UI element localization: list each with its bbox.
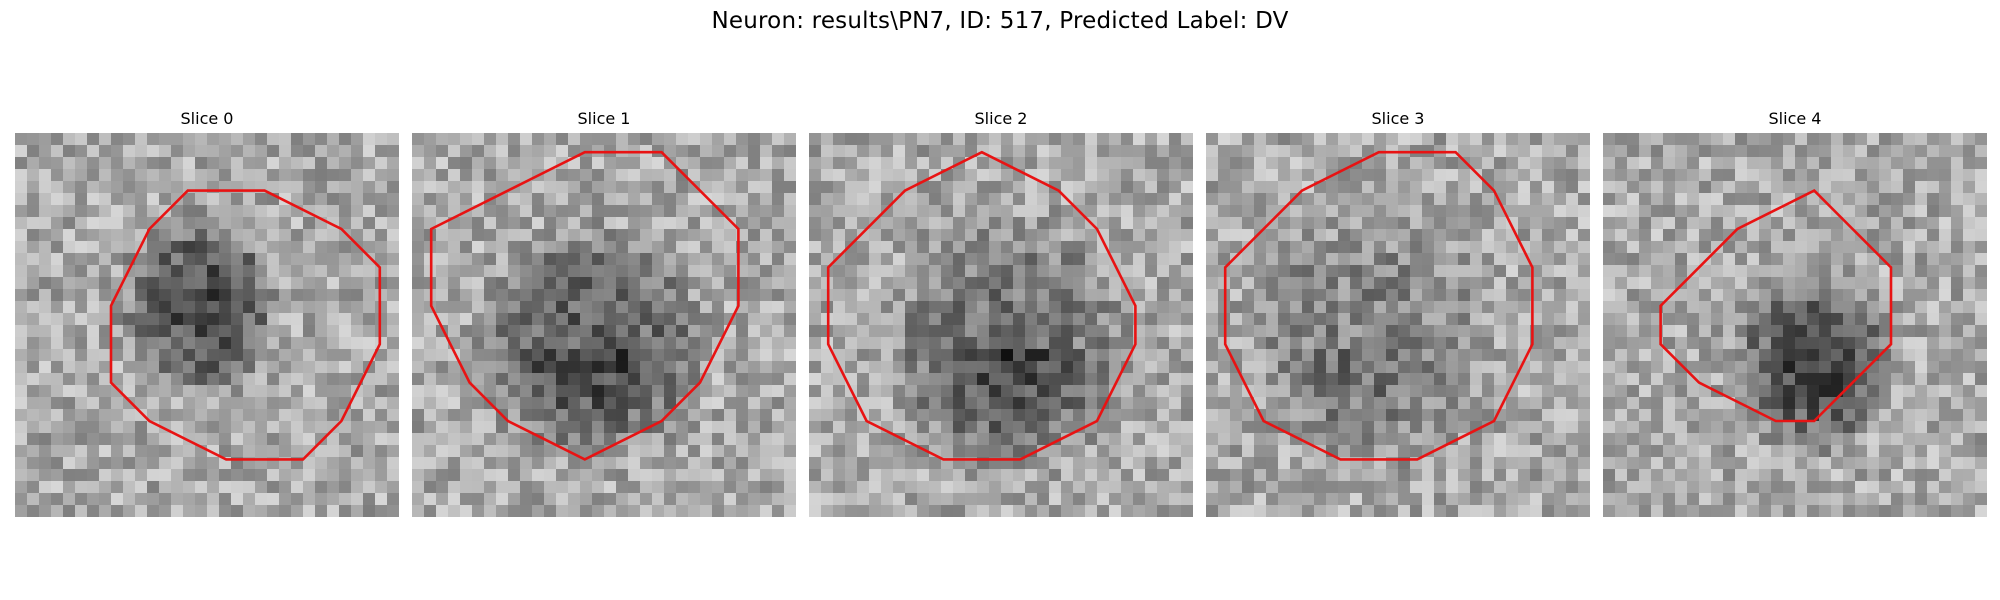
slice-panel-1: Slice 1 [412, 108, 796, 517]
roi-contour [826, 150, 1137, 461]
slice-image [15, 133, 399, 517]
slice-panel-3: Slice 3 [1206, 108, 1590, 517]
contour-outline [1223, 150, 1534, 461]
slice-title: Slice 2 [974, 109, 1028, 128]
roi-contour [1223, 150, 1534, 461]
slice-image [1206, 133, 1590, 517]
slice-panel-0: Slice 0 [15, 108, 399, 517]
slice-panel-4: Slice 4 [1603, 108, 1987, 517]
grayscale-image [809, 133, 1193, 517]
slice-image [412, 133, 796, 517]
contour-outline [1659, 189, 1893, 423]
figure-title: Neuron: results\PN7, ID: 517, Predicted … [711, 8, 1289, 34]
grayscale-image [1603, 133, 1987, 517]
roi-contour [1659, 189, 1893, 423]
slice-title: Slice 4 [1768, 109, 1822, 128]
contour-outline [826, 150, 1137, 461]
roi-contour [109, 189, 382, 461]
slice-panel-2: Slice 2 [809, 108, 1193, 517]
grayscale-image [412, 133, 796, 517]
roi-contour [429, 150, 740, 461]
slice-title: Slice 3 [1371, 109, 1425, 128]
contour-outline [109, 189, 382, 461]
slice-title: Slice 1 [577, 109, 631, 128]
slice-image [809, 133, 1193, 517]
slice-image [1603, 133, 1987, 517]
slice-title: Slice 0 [180, 109, 234, 128]
grayscale-image [1206, 133, 1590, 517]
contour-outline [429, 150, 740, 461]
grayscale-image [15, 133, 399, 517]
